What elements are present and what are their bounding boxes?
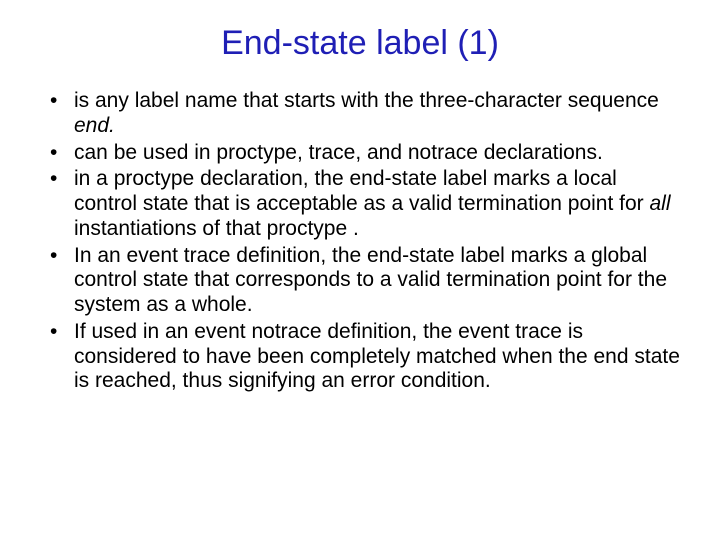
bullet-text-pre: can be used in proctype, trace, and notr… [74,141,603,164]
list-item: If used in an event notrace definition, … [48,320,682,394]
list-item: is any label name that starts with the t… [48,89,682,139]
bullet-text-pre: in a proctype declaration, the end-state… [74,167,649,215]
slide: End-state label (1) is any label name th… [0,0,720,540]
list-item: can be used in proctype, trace, and notr… [48,141,682,166]
list-item: In an event trace definition, the end-st… [48,244,682,318]
bullet-text-italic: end. [74,114,115,137]
bullet-text-pre: If used in an event notrace definition, … [74,320,680,393]
list-item: in a proctype declaration, the end-state… [48,167,682,241]
bullet-list: is any label name that starts with the t… [38,89,682,394]
bullet-text-pre: is any label name that starts with the t… [74,89,659,112]
bullet-text-italic: all [649,192,670,215]
bullet-text-pre: In an event trace definition, the end-st… [74,244,667,317]
slide-title: End-state label (1) [38,24,682,63]
bullet-text-post: instantiations of that proctype . [74,217,359,240]
